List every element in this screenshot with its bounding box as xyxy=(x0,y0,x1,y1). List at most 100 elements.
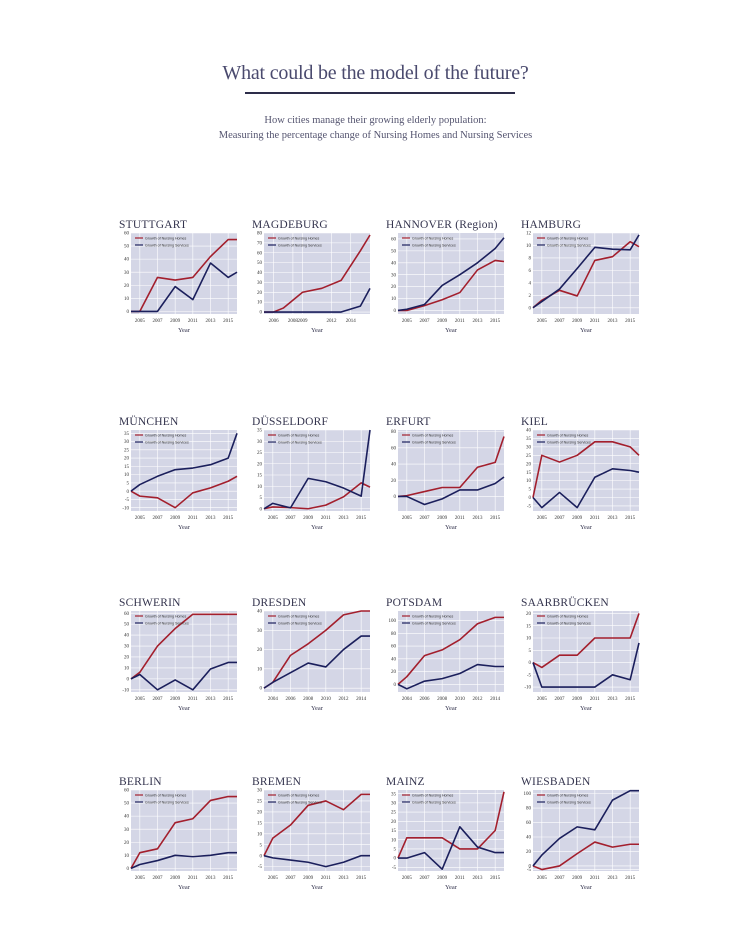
y-tick-label: 30 xyxy=(526,445,532,450)
chart-svg: 0 20 40 60 80 100 2004 2006 2008 2010 2012 2014 Grow… xyxy=(389,611,505,712)
y-tick-label: 50 xyxy=(124,245,130,250)
chart-panel-hamburg: HAMBURG 0 2 4 6 8 10 12 2005 2007 2009 2011 2013 201… xyxy=(519,219,649,349)
x-tick-label: 2009 xyxy=(437,876,448,881)
series-line-nursing-homes xyxy=(130,613,237,680)
y-tick-label: 30 xyxy=(124,271,130,276)
x-tick-label: 2011 xyxy=(590,876,600,881)
legend-label: Growth of Nursing Homes xyxy=(145,236,187,240)
y-tick-label: 30 xyxy=(391,801,397,806)
x-axis-label: Year xyxy=(445,884,458,891)
y-tick-label: 60 xyxy=(391,446,397,451)
series-line-nursing-services xyxy=(263,429,371,510)
y-tick-label: 40 xyxy=(124,815,130,820)
x-tick-label: 2007 xyxy=(555,516,566,521)
legend-label: Growth of Nursing Services xyxy=(278,621,322,625)
x-tick-label: 2011 xyxy=(321,516,331,521)
x-tick-label: 2014 xyxy=(356,697,367,702)
plot-background xyxy=(533,233,639,314)
legend-label: Growth of Nursing Services xyxy=(412,440,456,444)
x-tick-label: 2011 xyxy=(455,876,465,881)
series-line-nursing-services xyxy=(532,642,640,688)
y-tick-label: 0 xyxy=(127,677,130,682)
x-tick-label: 2004 xyxy=(268,697,279,702)
x-tick-label: 2005 xyxy=(402,516,413,521)
y-tick-label: 25 xyxy=(124,448,130,453)
chart-svg: 0 20 40 60 80 2005 2007 2009 2011 2013 2015 Growth … xyxy=(391,430,505,531)
x-axis-label: Year xyxy=(445,524,458,531)
legend-label: Growth of Nursing Services xyxy=(145,243,189,247)
x-tick-label: 2010 xyxy=(455,697,466,702)
x-tick-label: 2013 xyxy=(608,876,619,881)
y-tick-label: 10 xyxy=(257,832,263,837)
chart-svg: 0 10 20 30 40 2004 2006 2008 2010 2012 2014 Growth … xyxy=(257,610,371,712)
series-line-nursing-homes xyxy=(397,791,505,859)
chart-title: STUTTGART xyxy=(119,219,188,231)
chart-svg: 0 10 20 30 40 50 60 70 80 2006 2008 2009 2012 2014 Gro… xyxy=(257,232,371,334)
x-tick-label: 2010 xyxy=(321,697,332,702)
legend-label: Growth of Nursing Services xyxy=(145,440,189,444)
y-tick-label: 15 xyxy=(526,624,532,629)
y-tick-label: 0 xyxy=(529,306,532,311)
chart-title: DÜSSELDORF xyxy=(252,416,329,428)
y-tick-label: 0 xyxy=(260,687,263,692)
page-title: What could be the model of the future? xyxy=(222,62,529,84)
chart-title: POTSDAM xyxy=(386,597,443,609)
y-tick-label: 20 xyxy=(124,656,130,661)
y-tick-label: 15 xyxy=(391,829,397,834)
y-tick-label: 40 xyxy=(257,271,263,276)
x-tick-label: 2009 xyxy=(170,516,181,521)
x-tick-label: 2009 xyxy=(572,319,583,324)
y-tick-label: -5 xyxy=(527,673,532,678)
y-tick-label: 0 xyxy=(394,309,397,314)
legend-label: Growth of Nursing Homes xyxy=(547,236,589,240)
x-tick-label: 2007 xyxy=(286,876,297,881)
legend-label: Growth of Nursing Homes xyxy=(278,614,320,618)
plot-background xyxy=(131,233,237,314)
y-tick-label: 20 xyxy=(124,457,130,462)
x-tick-label: 2013 xyxy=(339,876,350,881)
y-tick-label: 20 xyxy=(526,612,532,617)
legend: Growth of Nursing Homes Growth of Nursing… xyxy=(537,793,591,804)
x-tick-label: 2007 xyxy=(153,319,164,324)
x-tick-label: 2015 xyxy=(223,516,234,521)
x-tick-label: 2011 xyxy=(188,697,198,702)
series-line-nursing-services xyxy=(131,262,238,313)
y-tick-label: 0 xyxy=(529,661,532,666)
x-tick-label: 2015 xyxy=(490,876,501,881)
chart-svg: -5 0 5 10 15 20 25 30 35 40 2005 2007 2009 2011 2013 20… xyxy=(526,429,640,531)
y-tick-label: 35 xyxy=(526,437,532,442)
chart-panel-mainz: MAINZ -5 0 5 10 15 20 25 30 35 2005 2007 2009 2011 20… xyxy=(384,776,514,906)
legend: Growth of Nursing Homes Growth of Nursing… xyxy=(537,433,591,444)
y-tick-label: 20 xyxy=(257,648,263,653)
x-tick-label: 2005 xyxy=(135,516,146,521)
y-tick-label: 20 xyxy=(526,462,532,467)
chart-title: BERLIN xyxy=(119,776,162,788)
x-tick-label: 2005 xyxy=(402,319,413,324)
y-tick-label: 20 xyxy=(391,670,397,675)
legend: Growth of Nursing Homes Growth of Nursing… xyxy=(135,433,189,444)
x-tick-label: 2014 xyxy=(346,319,357,324)
gridlines xyxy=(131,232,237,314)
x-tick-label: 2006 xyxy=(269,319,280,324)
chart-svg: 0 10 20 30 40 50 60 2005 2007 2009 2011 2013 2015 Gro… xyxy=(124,232,238,334)
legend: Growth of Nursing Homes Growth of Nursing… xyxy=(268,236,322,247)
series-line-nursing-services xyxy=(397,663,504,690)
y-tick-label: 25 xyxy=(391,811,397,816)
gridlines xyxy=(131,789,237,871)
legend-label: Growth of Nursing Services xyxy=(547,800,591,804)
chart-panel-saarbruecken: SAARBRÜCKEN -10 -5 0 5 10 15 20 2005 2007 2009 201… xyxy=(519,597,649,727)
series-line-nursing-homes xyxy=(397,616,504,685)
y-tick-label: 5 xyxy=(127,481,130,486)
series-line-nursing-homes xyxy=(130,795,237,869)
y-tick-label: 10 xyxy=(124,473,130,478)
x-axis-label: Year xyxy=(178,524,191,531)
chart-panel-kiel: KIEL -5 0 5 10 15 20 25 30 35 40 2005 2007 2009 2011 2… xyxy=(519,416,649,546)
x-axis-label: Year xyxy=(311,705,324,712)
x-tick-label: 2014 xyxy=(490,697,501,702)
series-line-nursing-services xyxy=(532,789,639,867)
x-tick-label: 2009 xyxy=(572,876,583,881)
y-tick-label: 0 xyxy=(260,507,263,512)
series-line-nursing-services xyxy=(398,476,505,506)
y-tick-label: 50 xyxy=(124,623,130,628)
